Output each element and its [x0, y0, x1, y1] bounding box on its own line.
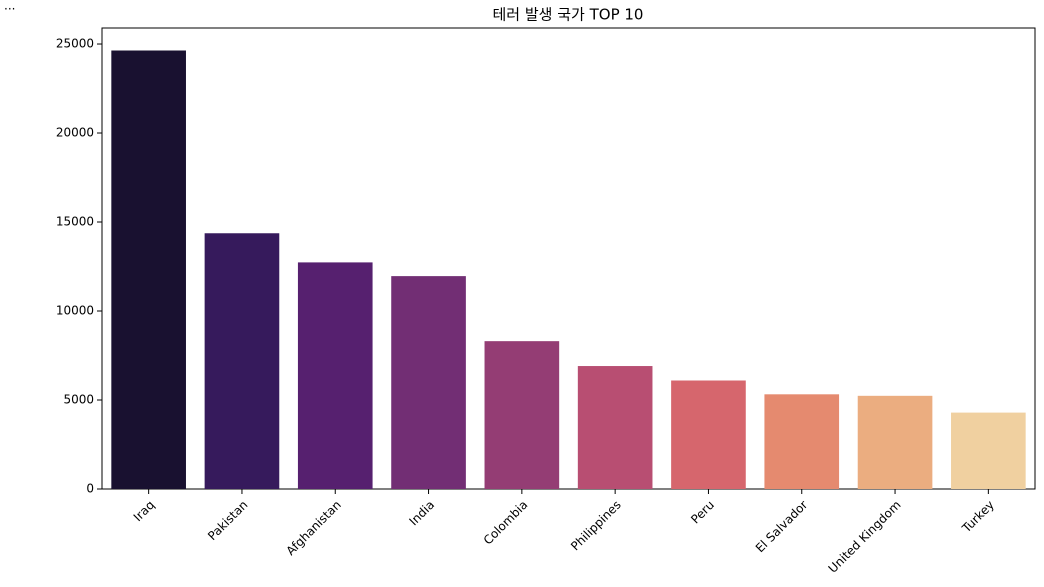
bar	[484, 341, 560, 489]
x-tick-label: Iraq	[131, 498, 157, 524]
bar	[297, 262, 373, 489]
x-tick-label: Afghanistan	[283, 498, 343, 558]
x-tick-label: Pakistan	[205, 498, 250, 543]
bar	[391, 276, 466, 489]
y-tick-label: 10000	[56, 304, 94, 318]
bar	[951, 412, 1026, 489]
plot-frame	[101, 27, 1036, 490]
x-tick-label: Turkey	[959, 498, 997, 536]
bar	[577, 366, 653, 489]
x-tick-label: India	[406, 498, 437, 529]
y-tick-label: 0	[86, 482, 94, 496]
bar	[671, 380, 746, 489]
bar	[111, 50, 186, 489]
bar	[857, 395, 933, 489]
y-tick-label: 15000	[56, 215, 94, 229]
x-tick-label: United Kingdom	[826, 498, 904, 576]
bar	[764, 394, 840, 489]
x-tick-label: Colombia	[481, 498, 531, 548]
x-tick-label: El Salvador	[753, 498, 811, 556]
y-tick-label: 5000	[63, 393, 94, 407]
y-tick-label: 20000	[56, 126, 94, 140]
y-tick-label: 25000	[56, 37, 94, 51]
x-tick-label: Peru	[688, 498, 717, 527]
x-tick-label: Philippines	[568, 498, 624, 554]
bar	[204, 233, 280, 489]
cell-marker: ...	[4, 0, 15, 13]
chart-title: 테러 발생 국가 TOP 10	[493, 6, 644, 24]
